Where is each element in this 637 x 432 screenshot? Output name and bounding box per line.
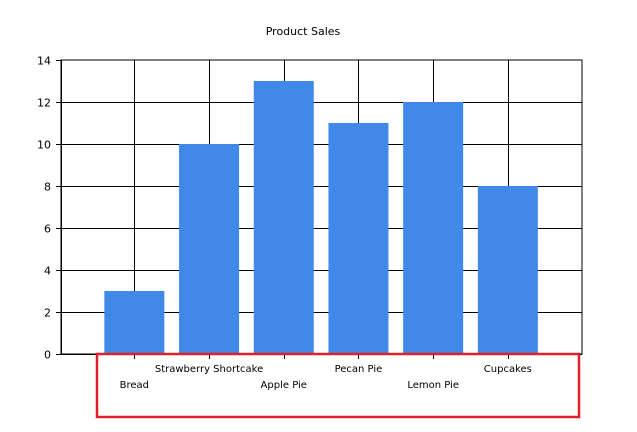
- x-tick-label: Cupcakes: [484, 364, 532, 375]
- chart-title: Product Sales: [266, 25, 341, 38]
- x-tick-label: Lemon Pie: [407, 380, 459, 391]
- y-tick-label: 12: [37, 97, 51, 110]
- y-axis-tick-labels: 0 2 4 6 8 10 12 14: [37, 55, 51, 362]
- x-tick-label: Pecan Pie: [335, 364, 383, 375]
- bar: [403, 102, 464, 354]
- x-tick-label: Apple Pie: [261, 380, 307, 391]
- x-axis-tick-labels: Bread Strawberry Shortcake Apple Pie Pecan …: [120, 364, 532, 391]
- highlight-box: [95, 352, 581, 419]
- x-tick-label: Bread: [120, 380, 149, 391]
- bar: [253, 81, 314, 354]
- y-tick-label: 6: [44, 223, 51, 236]
- y-tick-label: 2: [44, 307, 51, 320]
- y-tick-label: 14: [37, 55, 51, 68]
- bar: [179, 144, 240, 354]
- y-tick-label: 4: [44, 265, 51, 278]
- x-tick-label: Strawberry Shortcake: [155, 364, 263, 375]
- bar: [477, 186, 538, 354]
- y-tick-label: 8: [44, 181, 51, 194]
- bars: [104, 81, 538, 354]
- bar: [104, 291, 165, 354]
- bar: [328, 123, 389, 354]
- y-tick-label: 10: [37, 139, 51, 152]
- y-tick-label: 0: [44, 349, 51, 362]
